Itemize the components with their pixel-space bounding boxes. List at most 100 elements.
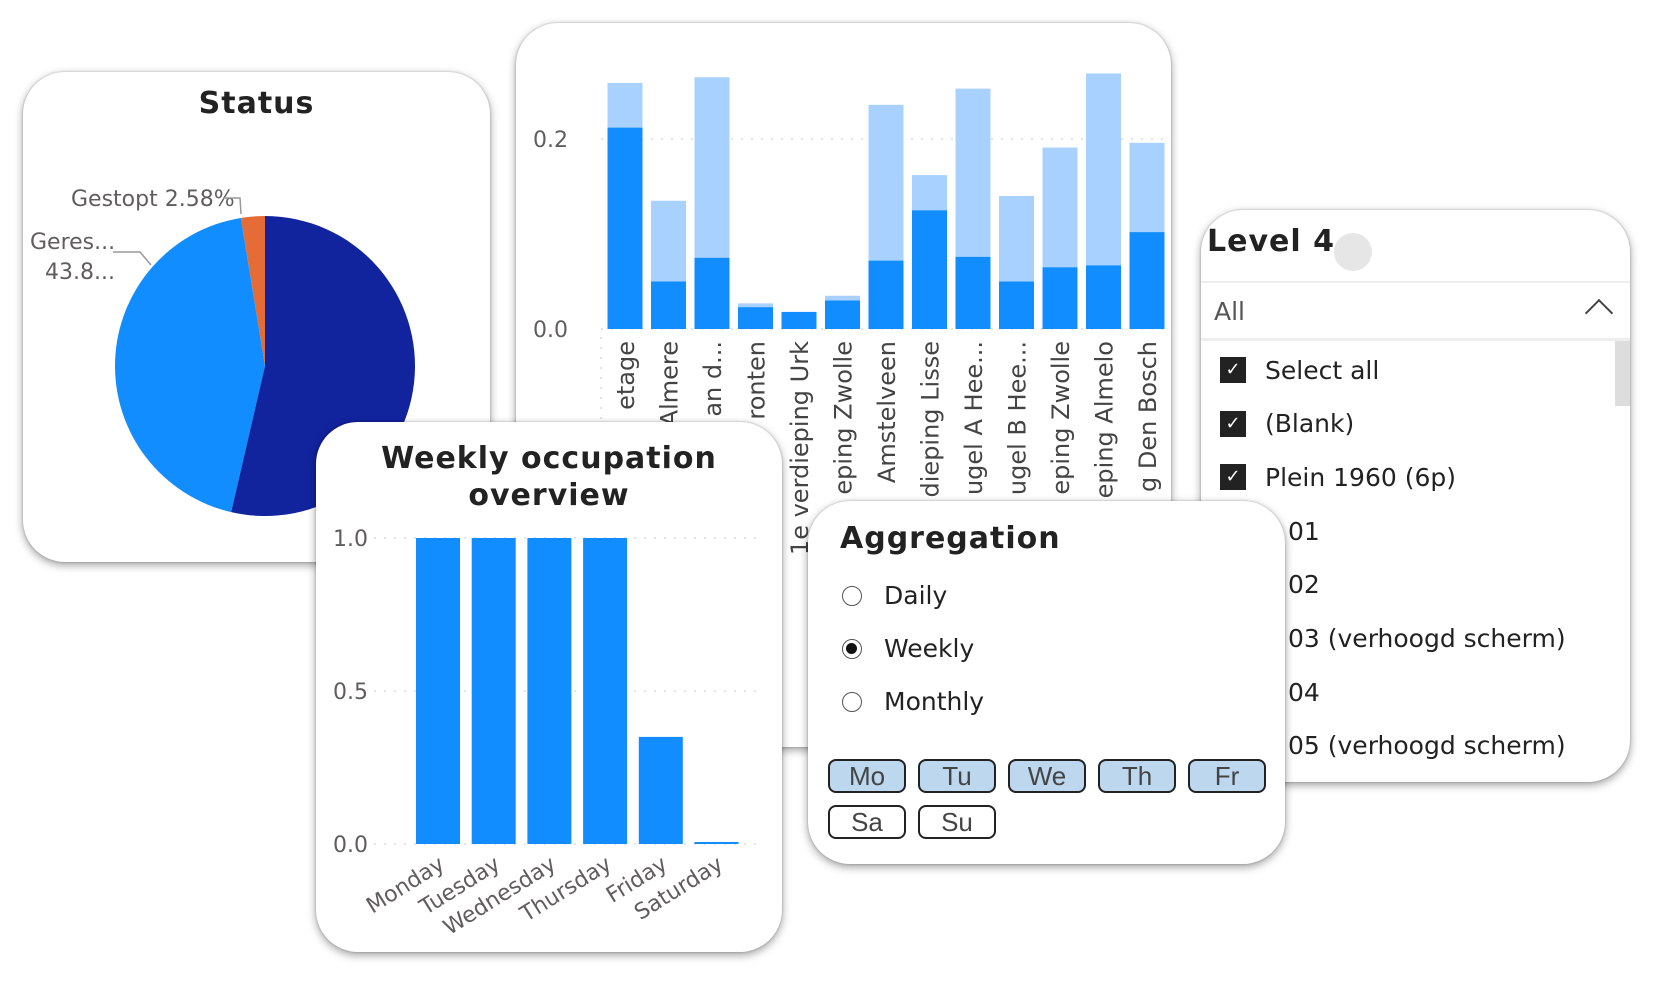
x-tick-label: an d... <box>699 341 727 417</box>
bar-segment-extra[interactable] <box>694 77 730 258</box>
day-toggle-th[interactable]: Th <box>1098 759 1176 793</box>
radio-daily[interactable]: Daily <box>842 581 947 610</box>
bar-segment-base[interactable] <box>694 257 730 329</box>
x-tick-label: Almere <box>656 341 684 426</box>
weekly-bar-chart: 0.00.51.0MondayTuesdayWednesdayThursdayF… <box>333 527 756 941</box>
bar-segment-extra[interactable] <box>1042 147 1078 268</box>
weekly-bar[interactable] <box>638 736 683 844</box>
weekly-title-line2: overview <box>468 478 630 513</box>
slicer-value: All <box>1214 297 1245 326</box>
slicer-item-label: 01 <box>1288 516 1320 546</box>
weekly-title-line1: Weekly occupation <box>381 441 717 476</box>
bar-segment-base[interactable] <box>999 281 1034 330</box>
slicer-item-label: 03 (verhoogd scherm) <box>1288 624 1566 653</box>
weekly-bar[interactable] <box>416 538 460 844</box>
x-tick-label: ronten <box>743 341 771 420</box>
bar-segment-extra[interactable] <box>651 200 686 282</box>
slicer-item-label: Plein 1960 (6p) <box>1265 462 1456 492</box>
radio-button[interactable] <box>842 691 862 712</box>
bar-segment-base[interactable] <box>912 210 947 329</box>
x-tick-label: Amstelveen <box>873 341 901 483</box>
slicer-title: Level 4 <box>1207 224 1335 259</box>
bar-segment-extra[interactable] <box>738 303 773 308</box>
bar-segment-base[interactable] <box>1042 267 1078 329</box>
bar-segment-extra[interactable] <box>1129 142 1165 233</box>
slicer-item-label: Select all <box>1265 355 1380 385</box>
bar-segment-extra[interactable] <box>1086 73 1121 266</box>
bar-segment-extra[interactable] <box>825 295 860 301</box>
day-toggle-sa[interactable]: Sa <box>828 805 906 839</box>
bar-segment-base[interactable] <box>825 300 860 330</box>
divider <box>1201 338 1630 341</box>
bar-segment-extra[interactable] <box>955 88 991 257</box>
x-tick-label: ugel B Hee... <box>1004 341 1032 495</box>
day-toggle-tu[interactable]: Tu <box>918 759 996 793</box>
bar-segment-extra[interactable] <box>999 196 1034 282</box>
radio-label: Monthly <box>884 687 985 716</box>
slicer-item[interactable]: ✓05 (verhoogd scherm) <box>1243 726 1566 766</box>
slicer-item[interactable]: ✓03 (verhoogd scherm) <box>1243 619 1566 659</box>
x-axis-labels: etage Almere an d... ronten 1e verdieping Ur… <box>612 341 1162 555</box>
radio-label: Daily <box>884 581 948 610</box>
radio-weekly[interactable]: Weekly <box>842 634 974 663</box>
bar-segment-base[interactable] <box>651 281 686 330</box>
checkbox-checked-icon[interactable]: ✓ <box>1220 410 1246 437</box>
bar-segment-base[interactable] <box>1086 265 1121 329</box>
x-tick-label: g Den Bosch <box>1134 341 1162 492</box>
scrollbar-thumb[interactable] <box>1615 341 1630 406</box>
day-toggle-fr[interactable]: Fr <box>1188 759 1266 793</box>
pie-label-gestopt: Gestopt 2.58% <box>71 187 235 212</box>
weekly-bar[interactable] <box>527 538 572 844</box>
pie-label-geres-value: 43.8... <box>45 260 115 285</box>
leader-line <box>223 197 242 215</box>
slicer-item-label: 02 <box>1288 570 1320 600</box>
x-tick-label: dieping Lisse <box>917 341 945 497</box>
y-tick-label: 0.0 <box>533 318 568 343</box>
bar-segment-base[interactable] <box>607 127 643 329</box>
aggregation-title: Aggregation <box>840 521 1061 556</box>
divider <box>1201 281 1630 283</box>
bar-segment-extra[interactable] <box>912 175 947 211</box>
weekly-bar[interactable] <box>471 538 516 844</box>
slicer-item[interactable]: ✓ Select all <box>1220 350 1379 390</box>
pie-slice[interactable] <box>240 216 265 366</box>
bar-segment-base[interactable] <box>868 260 904 329</box>
bar-segment-base[interactable] <box>781 311 817 329</box>
status-card: Status Gestopt 2.58% Geres... 43.8... <box>23 72 490 562</box>
radio-button[interactable] <box>842 638 862 659</box>
weekly-bar[interactable] <box>583 538 628 844</box>
checkbox-checked-icon[interactable]: ✓ <box>1220 357 1246 383</box>
location-bar-chart: 0.0 0.2 etage Almere an d... ronten 1e verdiep… <box>533 73 1166 747</box>
slicer-dropdown[interactable]: All <box>1201 283 1630 338</box>
slicer-item-label: 04 <box>1288 677 1320 707</box>
bar-segment-extra[interactable] <box>868 104 904 261</box>
bar-segment-base[interactable] <box>955 256 991 329</box>
y-tick-label: 0.0 <box>333 833 368 858</box>
checkbox-checked-icon[interactable]: ✓ <box>1220 464 1246 491</box>
y-tick-label: 1.0 <box>333 527 368 552</box>
bar-segment-base[interactable] <box>1129 232 1165 329</box>
chevron-up-icon[interactable] <box>1584 298 1614 328</box>
status-pie-chart: Gestopt 2.58% Geres... 43.8... <box>30 187 416 516</box>
radio-label: Weekly <box>884 634 975 663</box>
day-toggle-we[interactable]: We <box>1008 759 1086 793</box>
x-tick-label: eping Zwolle <box>830 341 858 495</box>
slicer-item-label: 05 (verhoogd scherm) <box>1288 731 1566 761</box>
y-tick-label: 0.2 <box>533 128 568 153</box>
day-toggle-su[interactable]: Su <box>918 805 996 839</box>
bar-segment-base[interactable] <box>738 307 773 329</box>
weekly-bar[interactable] <box>694 842 739 844</box>
bar-segment-extra[interactable] <box>607 82 643 128</box>
aggregation-card: Aggregation Daily Weekly Monthly Mo Tu We Th F… <box>808 501 1285 864</box>
day-toggle-mo[interactable]: Mo <box>828 759 906 793</box>
slicer-item[interactable]: ✓ (Blank) <box>1220 404 1354 444</box>
y-tick-label: 0.5 <box>333 680 368 705</box>
weekly-title: Weekly occupation overview <box>316 440 782 514</box>
x-tick-label: ugel A Hee... <box>960 341 988 495</box>
radio-monthly[interactable]: Monthly <box>842 687 984 716</box>
radio-button[interactable] <box>842 585 862 606</box>
pie-slice[interactable] <box>115 217 265 513</box>
slicer-item-label: (Blank) <box>1265 409 1355 439</box>
x-tick-label: etage <box>612 341 640 410</box>
slicer-item[interactable]: ✓ Plein 1960 (6p) <box>1220 457 1456 497</box>
